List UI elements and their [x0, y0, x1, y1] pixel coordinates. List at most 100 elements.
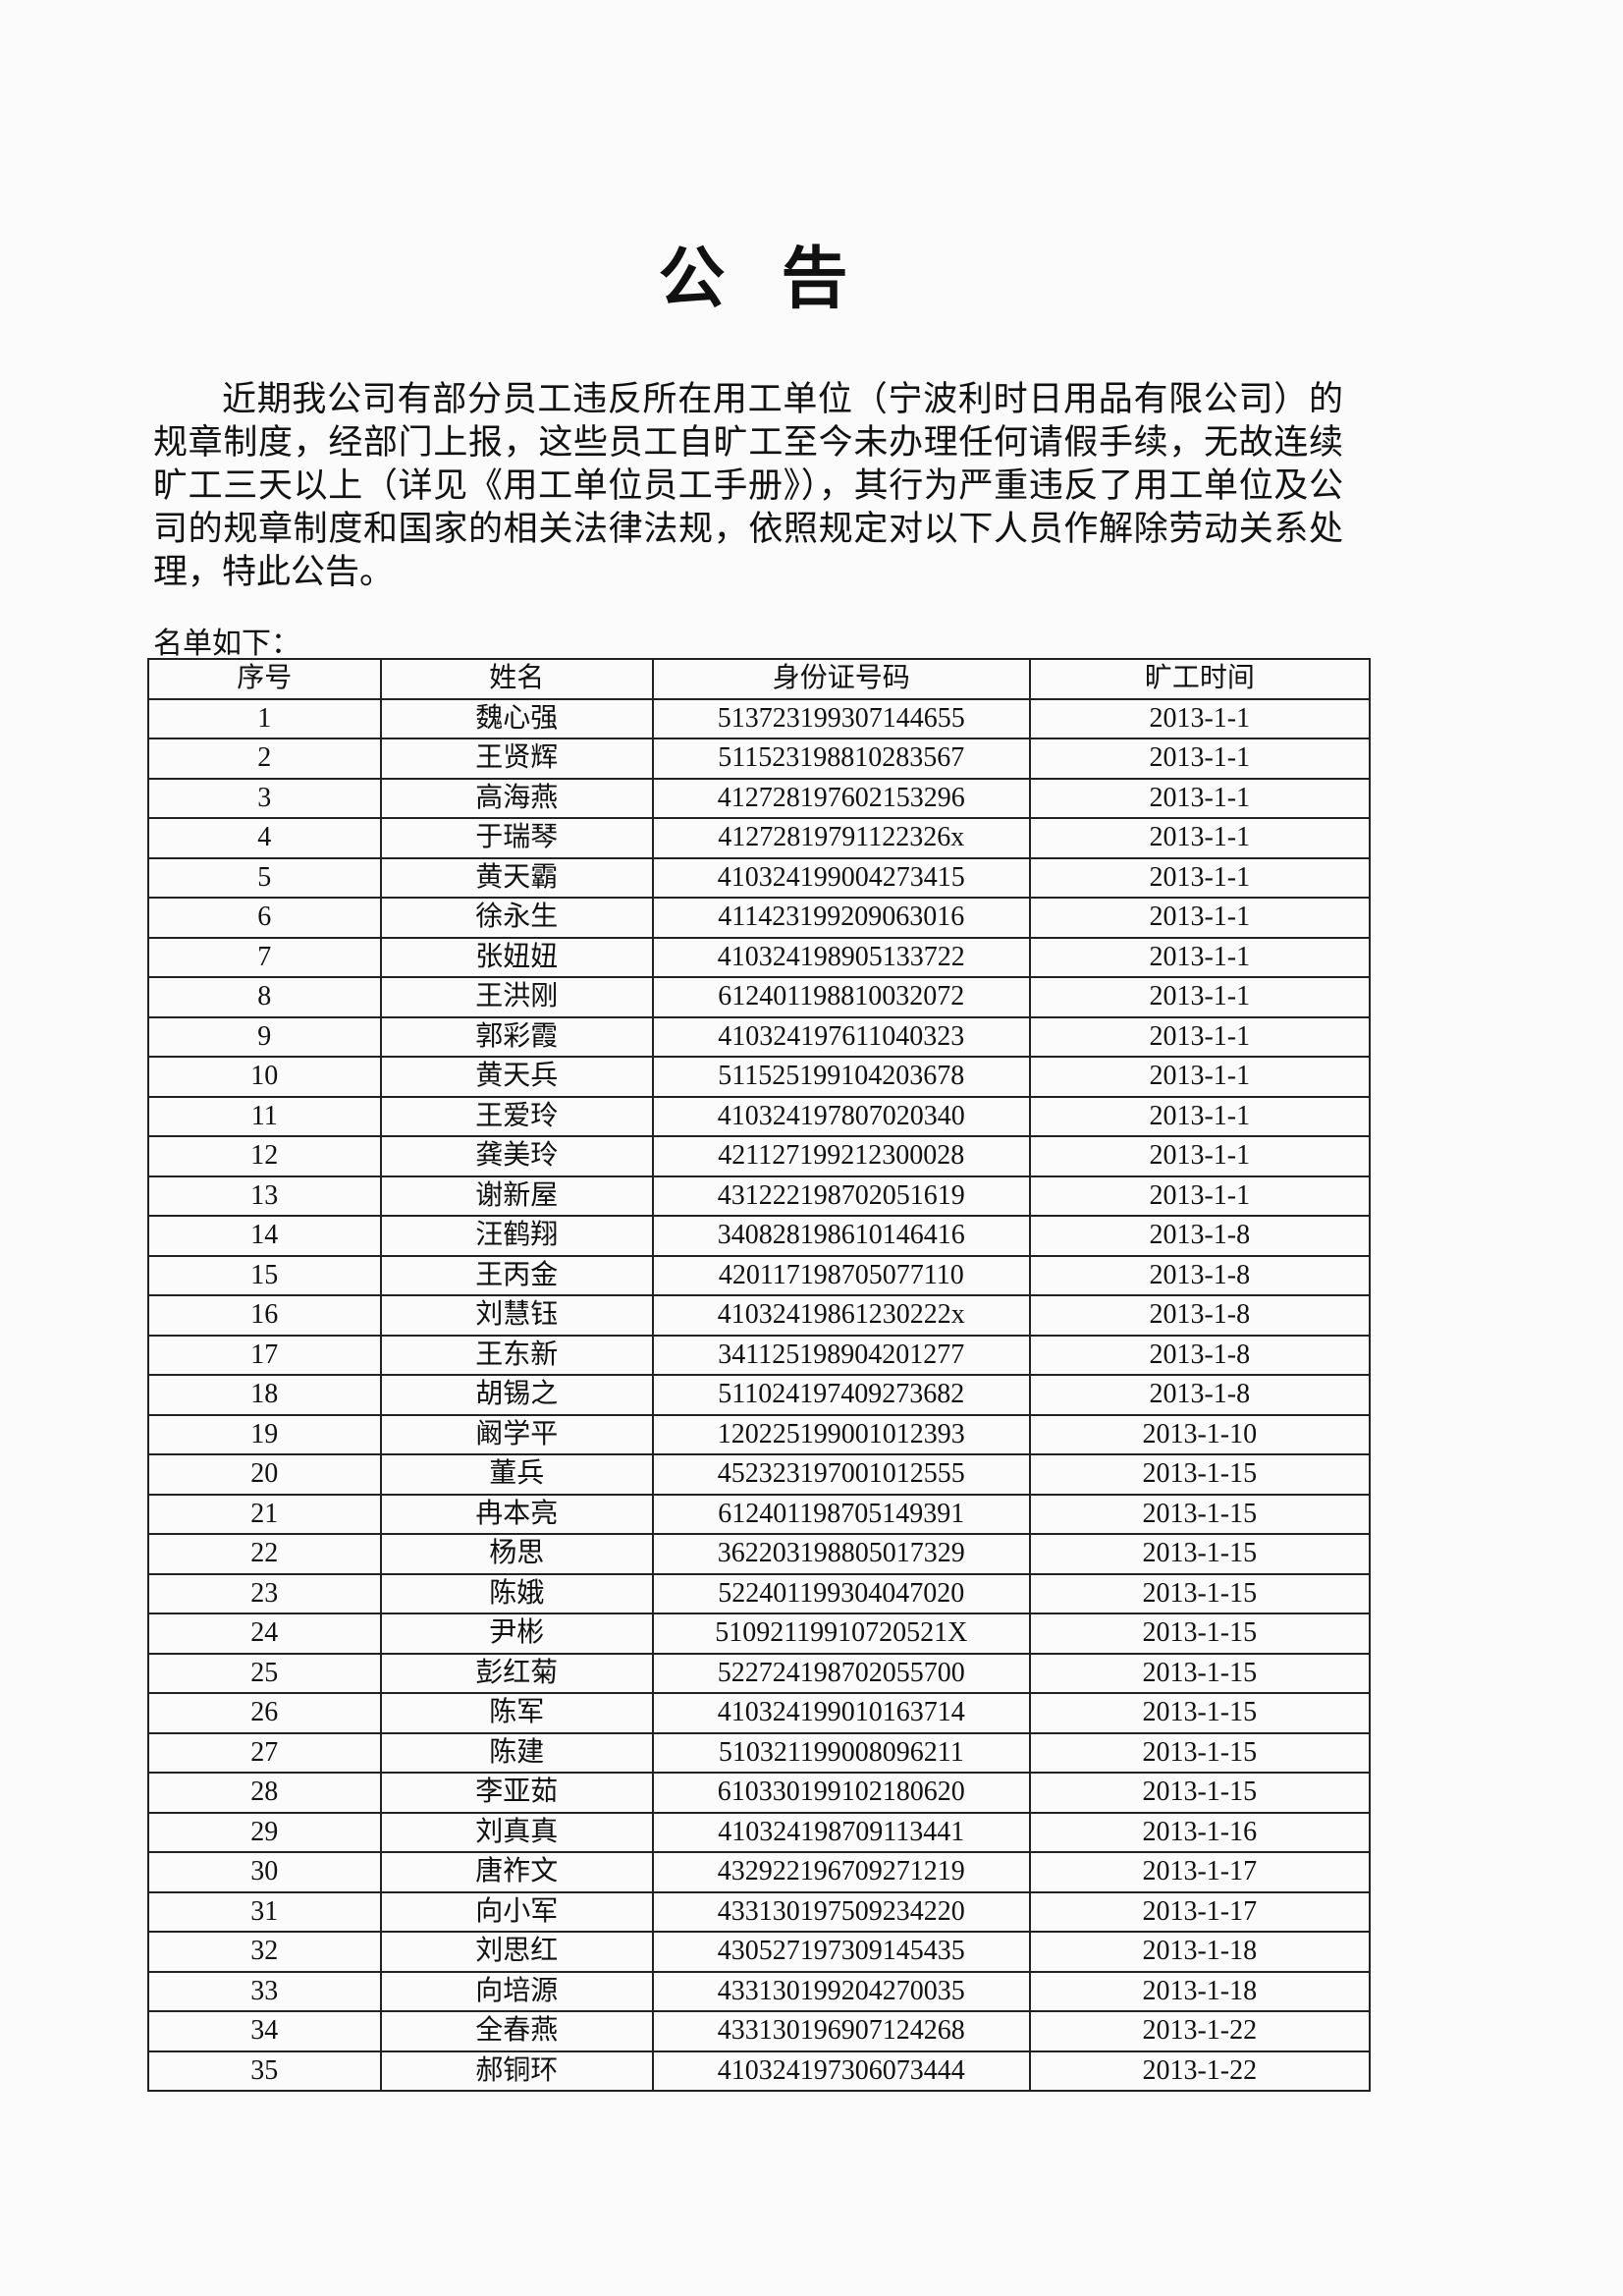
table-cell: 28 — [147, 1772, 382, 1814]
table-cell: 410324197306073444 — [651, 2050, 1031, 2092]
table-cell: 尹彬 — [379, 1613, 654, 1655]
table-row: 25 彭红菊 522724198702055700 2013-1-15 — [147, 1652, 1372, 1694]
table-row: 18 胡锡之 511024197409273682 2013-1-8 — [147, 1374, 1372, 1416]
table-row: 2 王贤辉 511523198810283567 2013-1-1 — [147, 738, 1372, 780]
table-row: 35 郝铜环 410324197306073444 2013-1-22 — [147, 2050, 1372, 2092]
table-cell: 2013-1-15 — [1028, 1772, 1372, 1814]
title: 公 告 — [658, 242, 868, 316]
table-cell: 黄天兵 — [379, 1056, 654, 1098]
table-cell: 谢新屋 — [379, 1175, 654, 1217]
table-cell: 董兵 — [379, 1453, 654, 1496]
table-cell: 高海燕 — [379, 777, 654, 819]
table-cell: 2013-1-1 — [1028, 1095, 1372, 1137]
table-row: 3 高海燕 412728197602153296 2013-1-1 — [147, 777, 1372, 819]
table-cell: 20 — [147, 1453, 382, 1496]
table-cell: 410324198905133722 — [651, 936, 1031, 978]
table-cell: 2 — [147, 738, 382, 780]
table-cell: 26 — [147, 1692, 382, 1734]
table-cell: 2013-1-15 — [1028, 1731, 1372, 1774]
table-cell: 341125198904201277 — [651, 1334, 1031, 1376]
table-cell: 2013-1-1 — [1028, 1056, 1372, 1098]
table-row: 27 陈建 510321199008096211 2013-1-15 — [147, 1731, 1372, 1774]
table-cell: 王丙金 — [379, 1254, 654, 1296]
table-cell: 2013-1-15 — [1028, 1572, 1372, 1614]
table-cell: 2013-1-1 — [1028, 817, 1372, 859]
table-cell: 5 — [147, 856, 382, 899]
table-cell: 31 — [147, 1890, 382, 1933]
table-cell: 511523198810283567 — [651, 738, 1031, 780]
table-cell: 郝铜环 — [379, 2050, 654, 2092]
table-cell: 27 — [147, 1731, 382, 1774]
table-cell: 杨思 — [379, 1533, 654, 1575]
table-row: 20 董兵 452323197001012555 2013-1-15 — [147, 1453, 1372, 1496]
table-row: 21 冉本亮 612401198705149391 2013-1-15 — [147, 1493, 1372, 1535]
table-cell: 511525199104203678 — [651, 1056, 1031, 1098]
table-cell: 向培源 — [379, 1970, 654, 2012]
column-header: 旷工时间 — [1028, 658, 1372, 700]
table-row: 31 向小军 433130197509234220 2013-1-17 — [147, 1890, 1372, 1933]
table-cell: 2013-1-1 — [1028, 936, 1372, 978]
table-cell: 刘思红 — [379, 1931, 654, 1973]
table-cell: 610330199102180620 — [651, 1772, 1031, 1814]
table-cell: 432922196709271219 — [651, 1851, 1031, 1893]
table-cell: 2013-1-15 — [1028, 1613, 1372, 1655]
table-cell: 24 — [147, 1613, 382, 1655]
column-header: 序号 — [147, 658, 382, 700]
table-cell: 陈娥 — [379, 1572, 654, 1614]
table-cell: 23 — [147, 1572, 382, 1614]
table-row: 16 刘慧钰 41032419861230222x 2013-1-8 — [147, 1294, 1372, 1337]
table-cell: 魏心强 — [379, 697, 654, 739]
table-cell: 彭红菊 — [379, 1652, 654, 1694]
table-cell: 2013-1-8 — [1028, 1374, 1372, 1416]
table-cell: 34 — [147, 2010, 382, 2052]
table-cell: 2013-1-18 — [1028, 1931, 1372, 1973]
table-head: 序号 姓名 身份证号码 旷工时间 — [147, 658, 1372, 700]
table-cell: 郭彩霞 — [379, 1015, 654, 1058]
table-cell: 420117198705077110 — [651, 1254, 1031, 1296]
table-cell: 41032419861230222x — [651, 1294, 1031, 1337]
table-cell: 513723199307144655 — [651, 697, 1031, 739]
table-cell: 张妞妞 — [379, 936, 654, 978]
table-cell: 431222198702051619 — [651, 1175, 1031, 1217]
table-cell: 2013-1-8 — [1028, 1294, 1372, 1337]
table-cell: 2013-1-22 — [1028, 2010, 1372, 2052]
column-header: 姓名 — [379, 658, 654, 700]
table-cell: 410324197807020340 — [651, 1095, 1031, 1137]
table-cell: 340828198610146416 — [651, 1215, 1031, 1257]
table-row: 32 刘思红 430527197309145435 2013-1-18 — [147, 1931, 1372, 1973]
table-cell: 阚学平 — [379, 1413, 654, 1455]
table-cell: 2013-1-16 — [1028, 1811, 1372, 1853]
table-cell: 2013-1-15 — [1028, 1533, 1372, 1575]
table-cell: 1 — [147, 697, 382, 739]
table-cell: 7 — [147, 936, 382, 978]
table-row: 8 王洪刚 612401198810032072 2013-1-1 — [147, 976, 1372, 1018]
table-cell: 522724198702055700 — [651, 1652, 1031, 1694]
table-cell: 2013-1-1 — [1028, 1015, 1372, 1058]
table-cell: 8 — [147, 976, 382, 1018]
table-cell: 433130197509234220 — [651, 1890, 1031, 1933]
table-cell: 黄天霸 — [379, 856, 654, 899]
table-cell: 徐永生 — [379, 897, 654, 939]
table-cell: 2013-1-8 — [1028, 1254, 1372, 1296]
table-row: 11 王爱玲 410324197807020340 2013-1-1 — [147, 1095, 1372, 1137]
table-cell: 10 — [147, 1056, 382, 1098]
table-cell: 12 — [147, 1135, 382, 1177]
table-cell: 120225199001012393 — [651, 1413, 1031, 1455]
table-row: 12 龚美玲 421127199212300028 2013-1-1 — [147, 1135, 1372, 1177]
table-cell: 430527197309145435 — [651, 1931, 1031, 1973]
table-cell: 51092119910720521X — [651, 1613, 1031, 1655]
table-row: 13 谢新屋 431222198702051619 2013-1-1 — [147, 1175, 1372, 1217]
table-row: 14 汪鹤翔 340828198610146416 2013-1-8 — [147, 1215, 1372, 1257]
list-label: 名单如下： — [153, 628, 300, 660]
table-row: 7 张妞妞 410324198905133722 2013-1-1 — [147, 936, 1372, 978]
table-cell: 16 — [147, 1294, 382, 1337]
table-cell: 2013-1-15 — [1028, 1652, 1372, 1694]
table-row: 5 黄天霸 410324199004273415 2013-1-1 — [147, 856, 1372, 899]
column-header: 身份证号码 — [651, 658, 1031, 700]
table-row: 26 陈军 410324199010163714 2013-1-15 — [147, 1692, 1372, 1734]
table-cell: 2013-1-1 — [1028, 1175, 1372, 1217]
table-cell: 612401198810032072 — [651, 976, 1031, 1018]
table-cell: 2013-1-1 — [1028, 1135, 1372, 1177]
table-cell: 冉本亮 — [379, 1493, 654, 1535]
